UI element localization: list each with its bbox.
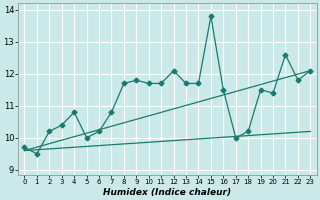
X-axis label: Humidex (Indice chaleur): Humidex (Indice chaleur) — [103, 188, 231, 197]
